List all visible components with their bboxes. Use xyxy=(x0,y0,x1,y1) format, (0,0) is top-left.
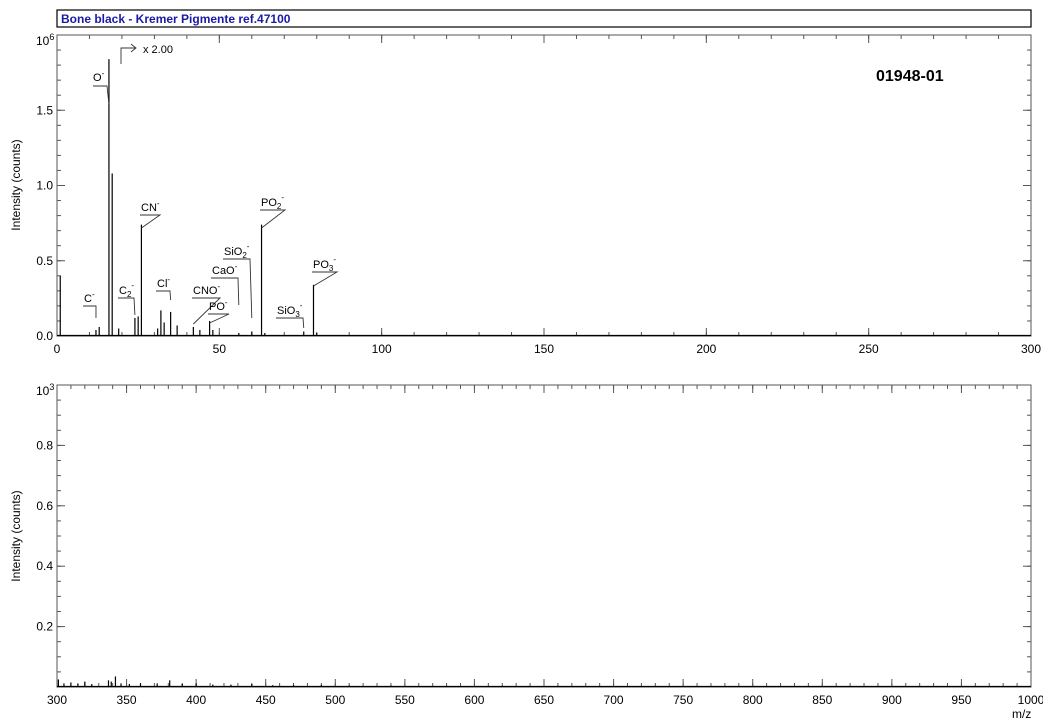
panel-1-y-multiplier-base: 10 xyxy=(36,34,50,48)
panel-2-frame xyxy=(56,384,1032,688)
peak-label-po3: PO3- xyxy=(313,255,336,273)
panel-2-x-tick-label: 600 xyxy=(464,693,484,707)
peak-bracket-po2 xyxy=(260,209,287,229)
peak-bracket-c2 xyxy=(118,297,136,316)
peak-label-po2: PO2- xyxy=(261,193,284,211)
panel-1-y-multiplier-exp: 6 xyxy=(49,32,54,42)
panel-2-ticks: 300 350 400 450 500 550 600 650 700 750 800 850 900 9… xyxy=(36,384,1043,707)
panel-2-y-tick-label: 0.8 xyxy=(36,438,53,452)
panel-2-x-tick-label: 450 xyxy=(256,693,276,707)
peak-label-c: C- xyxy=(84,290,95,305)
panel-2-y-multiplier-exp: 3 xyxy=(49,382,54,392)
peak-label-o: O- xyxy=(93,69,105,84)
panel-2-x-tick-label: 700 xyxy=(604,693,624,707)
panel-2-x-tick-label: 300 xyxy=(47,693,67,707)
panel-1-y-tick-label: 1.0 xyxy=(36,179,53,193)
title-box xyxy=(56,9,1032,28)
peak-label-sio3: SiO3- xyxy=(277,301,303,319)
panel-2-x-tick-label: 500 xyxy=(325,693,345,707)
panel-2-x-tick-label: 850 xyxy=(812,693,832,707)
peak-label-sio2: SiO2- xyxy=(224,242,250,260)
panel-1-x-tick-label: 150 xyxy=(534,342,554,356)
panel-1-x-tick-label: 100 xyxy=(372,342,392,356)
panel-2-y-multiplier-base: 10 xyxy=(36,384,50,398)
peak-label-cao: CaO- xyxy=(212,262,238,277)
peak-bracket-o xyxy=(93,85,110,105)
peak-bracket-cl xyxy=(156,290,172,301)
panel-2-x-tick-label: 750 xyxy=(673,693,693,707)
panel-2-x-tick-label: 400 xyxy=(186,693,206,707)
panel-2-x-axis-label: m/z xyxy=(1012,707,1031,721)
peak-bracket-po3 xyxy=(312,271,339,287)
peak-label-c2: C2- xyxy=(119,281,134,299)
peak-label-cno: CNO- xyxy=(193,282,220,297)
peak-bracket-cn xyxy=(140,214,162,229)
panel-1-y-multiplier: 106 xyxy=(36,32,54,48)
peak-bracket-sio3 xyxy=(276,317,305,329)
panel-2-y-multiplier: 103 xyxy=(36,382,54,398)
panel-2-x-tick-label: 800 xyxy=(743,693,763,707)
panel-1-peak-labels: O- C- C2- CN- Cl- CNO-PO- CaO- SiO2- PO2- SiO3- PO… xyxy=(83,69,339,329)
panel-2-x-tick-label: 950 xyxy=(951,693,971,707)
peak-label-cn: CN- xyxy=(141,199,160,214)
panel-1-peaks xyxy=(57,59,1031,337)
panel-2-y-tick-label: 0.4 xyxy=(36,559,53,573)
scale-annotation: x 2.00 xyxy=(143,44,173,56)
panel-1-x-tick-label: 300 xyxy=(1021,342,1041,356)
panel-2-y-tick-label: 0.2 xyxy=(36,620,53,634)
panel-2-x-tick-label: 1000 xyxy=(1018,693,1043,707)
sample-id: 01948-01 xyxy=(876,68,944,85)
panel-1-x-tick-label: 200 xyxy=(696,342,716,356)
panel-1-x-tick-label: 0 xyxy=(54,342,61,356)
panel-2-x-tick-label: 550 xyxy=(395,693,415,707)
panel-2-y-axis-label: Intensity (counts) xyxy=(9,490,23,581)
panel-1-ticks: 0 50 100 150 200 250 300 0.0 0.5 1.0 1.5 xyxy=(36,34,1041,356)
panel-1-x-tick-label: 250 xyxy=(859,342,879,356)
peak-bracket-cao xyxy=(211,277,240,306)
panel-2-x-tick-label: 900 xyxy=(882,693,902,707)
panel-2-x-tick-label: 650 xyxy=(534,693,554,707)
peak-label-cl: Cl- xyxy=(157,275,170,290)
peak-bracket-c xyxy=(83,305,97,319)
panel-1-y-tick-label: 1.5 xyxy=(36,103,53,117)
panel-1-y-tick-label: 0.0 xyxy=(36,329,53,343)
peak-bracket-po xyxy=(208,313,230,324)
panel-1-y-tick-label: 0.5 xyxy=(36,254,53,268)
peak-bracket-sio2 xyxy=(223,258,253,319)
peak-label-po: PO- xyxy=(209,298,228,313)
panel-1-x-tick-label: 50 xyxy=(213,342,227,356)
peak-bracket-cno xyxy=(192,297,222,325)
chart-title: Bone black - Kremer Pigmente ref.47100 xyxy=(61,12,291,26)
panel-2-peaks xyxy=(57,676,1031,688)
panel-2-y-tick-label: 0.6 xyxy=(36,499,53,513)
scale-annotation-arrow xyxy=(120,43,137,64)
panel-2-x-tick-label: 350 xyxy=(117,693,137,707)
panel-1-y-axis-label: Intensity (counts) xyxy=(9,139,23,230)
